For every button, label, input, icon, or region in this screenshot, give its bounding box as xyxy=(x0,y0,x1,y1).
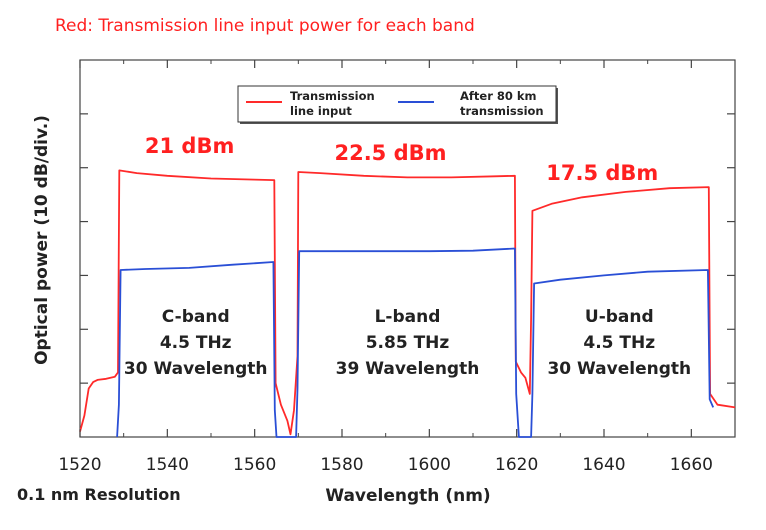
legend-label: line input xyxy=(290,104,352,118)
band-bandwidth: 4.5 THz xyxy=(160,333,232,353)
band-wavelength-count: 39 Wavelength xyxy=(336,359,480,379)
x-tick-label: 1540 xyxy=(146,455,189,475)
band-labels-layer: 21 dBm C-band 4.5 THz 30 Wavelength 22.5 dBm… xyxy=(124,134,691,379)
plot-frame xyxy=(79,59,736,438)
ticks-layer: 1520 1540 1560 1580 1600 1620 1640 1660 xyxy=(58,60,735,475)
x-tick-label: 1660 xyxy=(670,455,713,475)
x-tick-label: 1640 xyxy=(582,455,625,475)
legend-label: After 80 km xyxy=(460,89,537,103)
x-tick-label: 1520 xyxy=(58,455,101,475)
resolution-note: 0.1 nm Resolution xyxy=(17,485,181,504)
band-wavelength-count: 30 Wavelength xyxy=(547,359,691,379)
plot-border xyxy=(79,59,736,438)
series-line-after-80km xyxy=(116,247,715,438)
x-tick-label: 1580 xyxy=(320,455,363,475)
band-name: L-band xyxy=(375,307,441,327)
band-bandwidth: 4.5 THz xyxy=(583,333,655,353)
chart-caption: Red: Transmission line input power for e… xyxy=(55,16,475,36)
band-bandwidth: 5.85 THz xyxy=(366,333,450,353)
x-axis-label: Wavelength (nm) xyxy=(325,486,490,506)
band-power-label: 17.5 dBm xyxy=(546,161,658,185)
band-name: U-band xyxy=(585,307,654,327)
x-tick-label: 1560 xyxy=(233,455,276,475)
band-power-label: 22.5 dBm xyxy=(334,141,446,165)
x-tick-label: 1600 xyxy=(408,455,451,475)
band-wavelength-count: 30 Wavelength xyxy=(124,359,268,379)
x-tick-label: 1620 xyxy=(495,455,538,475)
series-line-input xyxy=(79,169,736,436)
band-power-label: 21 dBm xyxy=(145,134,234,158)
y-axis-label: Optical power (10 dB/div.) xyxy=(32,115,52,365)
band-name: C-band xyxy=(162,307,230,327)
legend-box xyxy=(237,85,557,123)
legend-label: transmission xyxy=(460,104,544,118)
series-layer xyxy=(79,169,736,438)
legend-label: Transmission xyxy=(290,89,375,103)
